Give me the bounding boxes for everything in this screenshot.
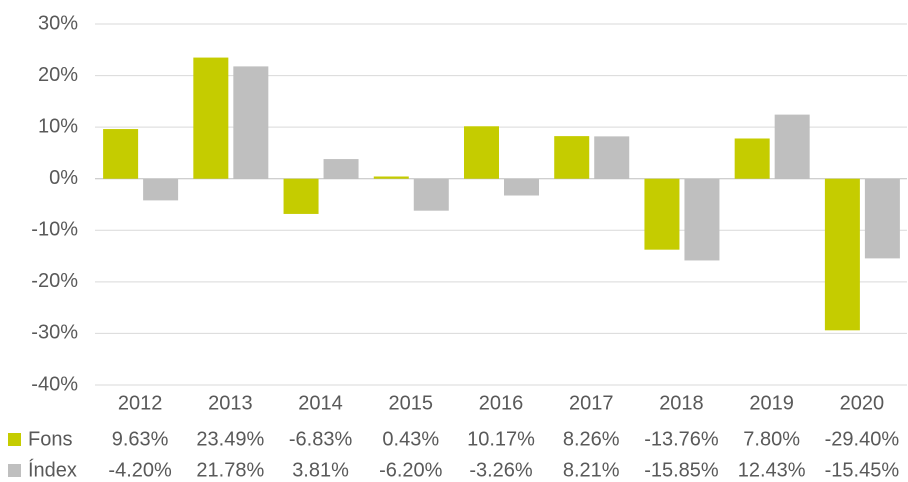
value-label: -6.20% (379, 459, 443, 481)
value-label: 8.21% (563, 459, 620, 481)
y-tick-label: 10% (38, 115, 78, 137)
value-label: 9.63% (112, 428, 169, 450)
bar (594, 136, 630, 179)
y-tick-label: -30% (31, 322, 78, 344)
value-label: 8.26% (563, 428, 620, 450)
y-tick-label: -10% (31, 219, 78, 241)
bar (824, 178, 860, 331)
legend-swatch (8, 464, 21, 477)
bar (504, 178, 539, 196)
x-tick-label: 2020 (840, 392, 885, 414)
bar (554, 136, 590, 179)
bar (774, 114, 810, 179)
bar (464, 126, 499, 179)
value-label: -4.20% (108, 459, 172, 481)
x-tick-label: 2019 (749, 392, 794, 414)
value-label: 10.17% (467, 428, 535, 450)
value-label: -29.40% (825, 428, 900, 450)
value-label: 12.43% (738, 459, 806, 481)
value-label: -3.26% (469, 459, 533, 481)
x-tick-label: 2013 (208, 392, 253, 414)
bar (323, 159, 359, 179)
y-tick-label: 0% (49, 167, 78, 189)
bar (644, 178, 680, 250)
legend-label: Índex (28, 458, 77, 481)
value-label: -6.83% (289, 428, 353, 450)
bar (734, 138, 770, 179)
x-tick-label: 2018 (659, 392, 704, 414)
value-label: 0.43% (382, 428, 439, 450)
value-label: -15.45% (825, 459, 900, 481)
value-label: 21.78% (196, 459, 264, 481)
y-tick-label: 20% (38, 64, 78, 86)
value-label: -15.85% (644, 459, 719, 481)
value-label: 3.81% (292, 459, 349, 481)
bar (413, 178, 449, 211)
bar (143, 178, 179, 201)
y-tick-label: -40% (31, 373, 78, 395)
x-tick-label: 2016 (479, 392, 524, 414)
y-tick-label: 30% (38, 12, 78, 34)
bar (233, 66, 269, 179)
x-tick-label: 2017 (569, 392, 614, 414)
value-label: 23.49% (196, 428, 264, 450)
bar (283, 178, 319, 214)
y-tick-label: -20% (31, 270, 78, 292)
bar (684, 178, 720, 261)
value-label: -13.76% (644, 428, 719, 450)
legend-label: Fons (28, 428, 72, 450)
legend-swatch (8, 433, 21, 446)
value-label: 7.80% (743, 428, 800, 450)
bar (193, 57, 229, 179)
x-tick-label: 2015 (389, 392, 434, 414)
x-tick-label: 2012 (118, 392, 163, 414)
bar (103, 129, 139, 179)
x-tick-label: 2014 (298, 392, 343, 414)
bar (373, 176, 409, 179)
bar (864, 178, 900, 259)
